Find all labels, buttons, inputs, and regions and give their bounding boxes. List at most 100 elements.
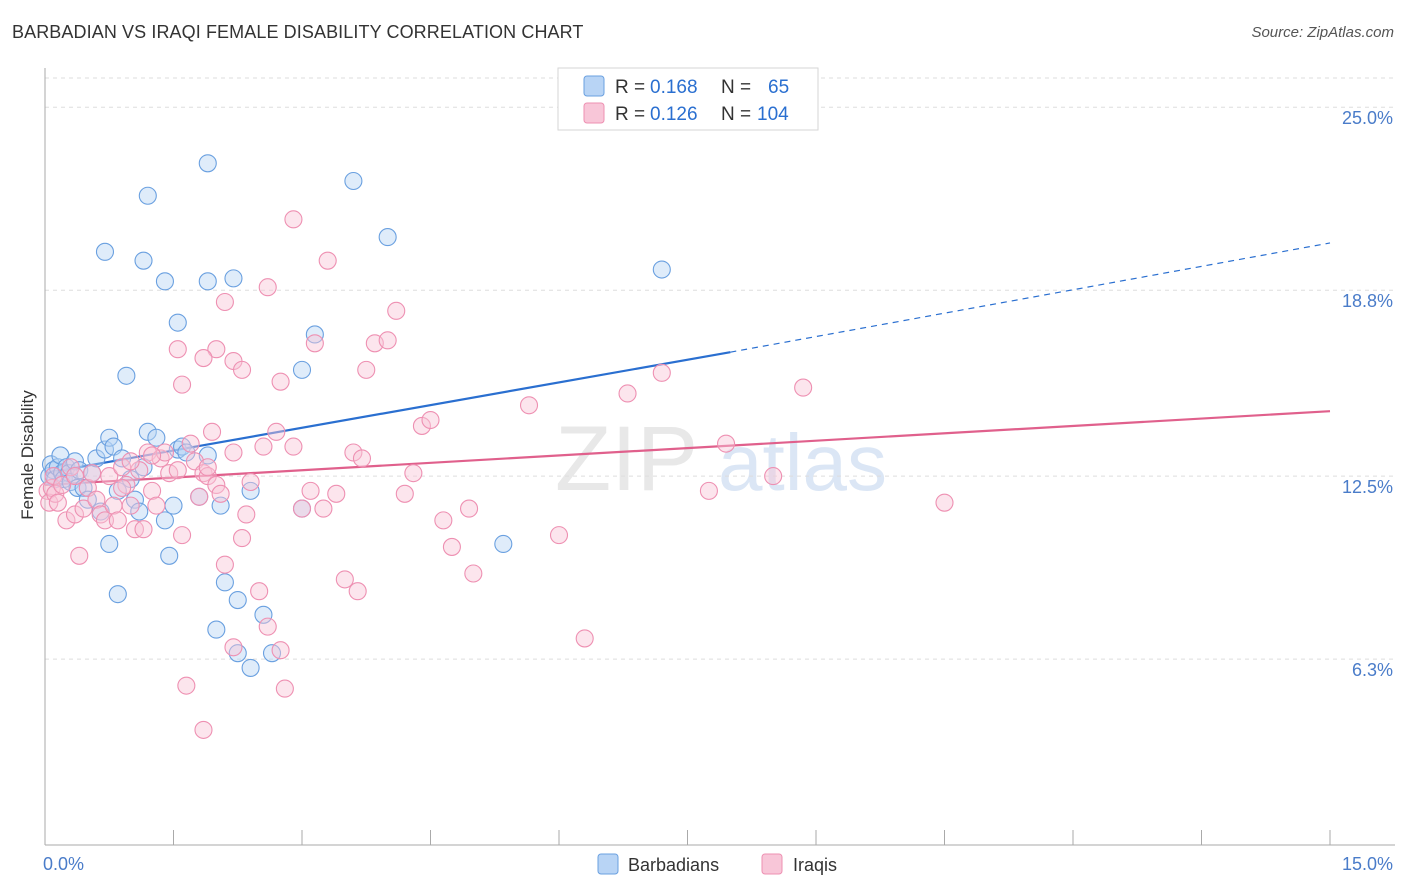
iraqi-point (194, 349, 213, 368)
watermark-atlas: atlas (718, 418, 887, 507)
iraqi-point (699, 481, 718, 500)
watermark-zip: ZIP (555, 408, 698, 510)
iraqi-point (442, 537, 461, 556)
iraqi-point (74, 499, 93, 518)
legend-pink-n-label: N = (721, 104, 751, 125)
barbadian-point (378, 228, 397, 247)
iraqi-point (95, 511, 115, 530)
barbadian-point (147, 428, 166, 447)
barbadian-point (155, 511, 174, 530)
iraqi-trend-line (44, 410, 1331, 487)
iraqi-point (121, 452, 140, 471)
iraqi-point (232, 360, 252, 379)
iraqi-point (207, 340, 226, 359)
iraqi-point (254, 437, 273, 456)
barbadian-point (160, 546, 179, 565)
iraqi-point (395, 484, 414, 503)
barbadian-point (95, 242, 115, 261)
legend-pink-n-value: 104 (757, 104, 789, 125)
iraqi-point (232, 529, 252, 548)
iraqi-point (134, 520, 153, 539)
iraqi-point (421, 410, 440, 430)
iraqi-point (378, 331, 397, 350)
iraqi-point (716, 434, 736, 453)
iraqi-point (764, 467, 783, 486)
iraqi-point (618, 384, 637, 403)
barbadian-trend-extension (730, 242, 1331, 353)
iraqi-point (108, 511, 127, 530)
iraqi-point (258, 278, 277, 297)
iraqi-point (168, 461, 187, 480)
iraqi-point (203, 422, 222, 441)
iraqi-point (181, 434, 200, 453)
barbadian-point (292, 360, 312, 379)
iraqi-point (267, 422, 286, 441)
axes (44, 68, 1395, 846)
iraqi-point (459, 499, 479, 518)
iraqi-point (241, 472, 260, 492)
barbadian-point (224, 269, 243, 288)
iraqi-point (121, 496, 140, 515)
barbadian-point (164, 496, 183, 515)
iraqi-point (61, 458, 80, 477)
iraqi-point (147, 496, 166, 515)
iraqi-point (173, 526, 192, 545)
barbadian-point (254, 605, 273, 624)
barbadian-point (138, 186, 157, 205)
iraqi-point (198, 458, 217, 477)
chart-title: BARBADIAN VS IRAQI FEMALE DISABILITY COR… (12, 22, 584, 42)
iraqi-point (215, 292, 234, 312)
stats-legend: R = 0.168 N = 65 R = 0.126 N = 104 (557, 67, 819, 131)
bottom-legend-barbadians: Barbadians (628, 855, 719, 875)
iraqi-point (404, 464, 423, 483)
iraqi-point (70, 546, 89, 565)
iraqi-point (935, 493, 954, 512)
iraqi-point (224, 638, 243, 657)
iraqi-point (250, 582, 269, 601)
legend-swatch-pink (583, 102, 605, 124)
iraqi-point (292, 499, 312, 518)
y-tick-label: 6.3% (1352, 660, 1393, 680)
bottom-swatch-blue (597, 853, 619, 875)
iraqi-point (352, 449, 372, 468)
barbadian-trend-line (44, 351, 731, 475)
barbadian-point (100, 534, 119, 554)
bottom-swatch-pink (761, 853, 783, 875)
iraqi-point (652, 363, 671, 382)
iraqi-point (519, 396, 539, 415)
iraqi-point (224, 443, 243, 462)
barbadian-point (494, 534, 513, 554)
barbadian-point (198, 272, 217, 291)
iraqi-point (305, 334, 324, 353)
barbadian-point (134, 251, 153, 270)
iraqi-point (335, 570, 354, 589)
y-tick-label: 18.8% (1342, 291, 1393, 311)
bottom-legend-iraqis: Iraqis (793, 855, 837, 875)
barbadian-point (155, 272, 174, 291)
iraqi-point (143, 481, 162, 500)
iraqi-point (275, 679, 294, 698)
barbadian-point (117, 366, 136, 385)
iraqi-point (301, 481, 320, 500)
legend-pink-r-value: 0.126 (650, 104, 698, 125)
source-label: Source: ZipAtlas.com (1251, 24, 1394, 41)
iraqi-point (327, 484, 346, 503)
barbadian-point (241, 658, 260, 677)
iraqi-point (65, 467, 85, 486)
iraqi-point (318, 251, 337, 270)
barbadian-point (108, 585, 127, 604)
iraqi-point (549, 526, 569, 545)
iraqi-point (434, 511, 453, 530)
iraqi-point (284, 437, 303, 456)
barbadian-point (207, 620, 226, 639)
barbadian-point (100, 428, 119, 447)
legend-blue-r-label: R = (615, 77, 645, 98)
legend-blue-n-label: N = (721, 77, 751, 98)
iraqi-point (271, 372, 290, 391)
iraqi-point (143, 446, 162, 465)
legend-blue-n-value: 65 (768, 77, 789, 98)
iraqi-point (237, 505, 256, 524)
iraqi-point (464, 564, 483, 583)
x-tick-label: 0.0% (43, 854, 84, 874)
iraqi-point (387, 301, 406, 320)
